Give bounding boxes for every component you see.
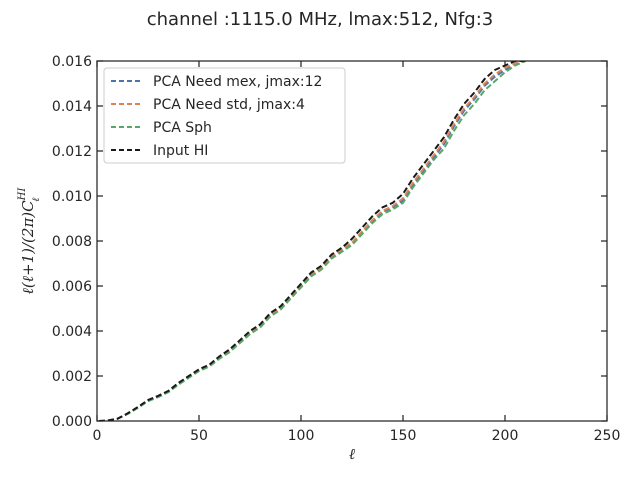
x-tick-label: 150 — [390, 428, 417, 444]
legend-label: Input HI — [153, 143, 208, 159]
y-axis-label-sub: ℓ — [31, 198, 42, 202]
legend-items: PCA Need mex, jmax:12 PCA Need std, jmax:… — [111, 74, 322, 159]
x-tick-label: 250 — [594, 428, 621, 444]
legend-label: PCA Sph — [153, 120, 212, 136]
y-tick-label: 0.014 — [52, 99, 92, 115]
legend: PCA Need mex, jmax:12 PCA Need std, jmax:… — [103, 67, 346, 164]
plot-frame — [96, 60, 608, 422]
legend-label: PCA Need mex, jmax:12 — [153, 74, 322, 90]
y-tick-label: 0.016 — [52, 54, 92, 70]
chart-title: channel :1115.0 MHz, lmax:512, Nfg:3 — [147, 9, 494, 30]
legend-box — [103, 67, 346, 164]
y-tick-label: 0.010 — [52, 189, 92, 205]
y-tick-label: 0.012 — [52, 144, 92, 160]
series-line-3 — [98, 61, 526, 421]
y-axis-label-main: ℓ(ℓ+1)/(2π)C — [19, 200, 37, 294]
legend-label: PCA Need std, jmax:4 — [153, 97, 305, 113]
x-tick-label: 50 — [190, 428, 208, 444]
series-line-4 — [98, 61, 526, 421]
y-tick-label: 0.008 — [52, 234, 92, 250]
y-tick-label: 0.002 — [52, 369, 92, 385]
x-tick-label: 100 — [288, 428, 315, 444]
axis-ticks: 0 50 100 150 200 250 0.000 0.002 0.004 0.006 0.008… — [52, 54, 620, 444]
y-tick-label: 0.000 — [52, 414, 92, 430]
series-layer — [98, 61, 526, 421]
x-axis-label: ℓ — [349, 445, 355, 463]
y-axis-label-sup: HI — [17, 187, 28, 202]
y-tick-label: 0.006 — [52, 279, 92, 295]
x-tick-label: 200 — [492, 428, 519, 444]
x-tick-label: 0 — [93, 428, 102, 444]
y-tick-label: 0.004 — [52, 324, 92, 340]
y-axis-label: ℓ(ℓ+1)/(2π)CHI ℓ — [17, 187, 42, 295]
